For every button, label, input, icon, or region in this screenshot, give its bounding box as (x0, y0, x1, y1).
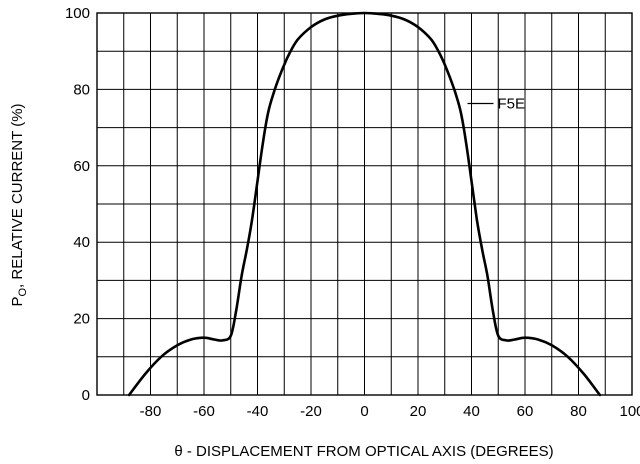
x-tick-labels: -80 -60 -40 -20 0 20 40 60 80 100 (140, 403, 640, 420)
x-tick-label: -80 (140, 403, 162, 420)
x-axis-label: θ - DISPLACEMENT FROM OPTICAL AXIS (DEGR… (174, 443, 553, 460)
annotation-label: F5E (497, 96, 525, 113)
series-line-f5e (127, 11, 602, 397)
x-tick-label: 20 (410, 403, 427, 420)
x-tick-label: -60 (193, 403, 215, 420)
x-tick-label: -40 (247, 403, 269, 420)
y-axis-label-rest: , RELATIVE CURRENT (%) (9, 103, 26, 287)
x-tick-label: -20 (300, 403, 322, 420)
y-axis-label-subscript: O (17, 288, 29, 297)
x-tick-label: 60 (517, 403, 534, 420)
y-tick-label: 0 (82, 387, 90, 404)
y-tick-label: 40 (73, 234, 90, 251)
x-tick-label: 0 (360, 403, 368, 420)
y-tick-labels: 0 20 40 60 80 100 (65, 5, 90, 404)
x-tick-label: 80 (570, 403, 587, 420)
y-tick-label: 100 (65, 5, 90, 22)
y-tick-label: 80 (73, 81, 90, 98)
grid-lines (97, 13, 632, 395)
y-tick-label: 60 (73, 158, 90, 175)
y-axis-label: PO, RELATIVE CURRENT (%) (9, 103, 29, 306)
y-tick-label: 20 (73, 311, 90, 328)
y-axis-label-main: P (9, 297, 26, 307)
x-tick-label: 100 (619, 403, 640, 420)
x-tick-label: 40 (463, 403, 480, 420)
